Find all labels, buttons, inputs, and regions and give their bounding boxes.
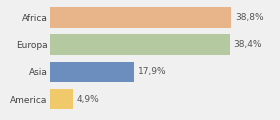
Text: 4,9%: 4,9% xyxy=(77,95,100,104)
Text: 38,4%: 38,4% xyxy=(233,40,262,49)
Bar xyxy=(50,62,134,82)
Text: 17,9%: 17,9% xyxy=(138,67,166,76)
Bar xyxy=(50,34,230,55)
Bar xyxy=(50,89,73,109)
Bar xyxy=(50,7,232,28)
Text: 38,8%: 38,8% xyxy=(235,13,264,22)
